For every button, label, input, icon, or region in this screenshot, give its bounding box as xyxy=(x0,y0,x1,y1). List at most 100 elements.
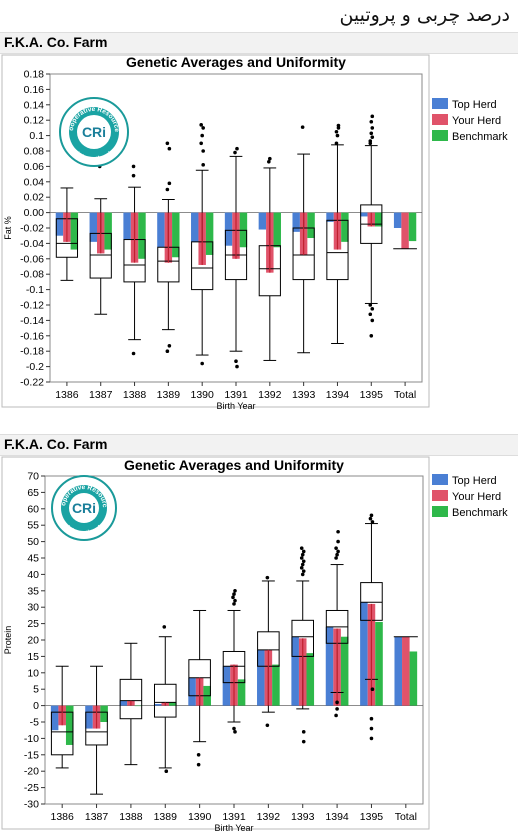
y-tick-label: 40 xyxy=(27,569,39,581)
legend-swatch xyxy=(432,506,448,517)
x-tick-label: 1391 xyxy=(222,811,246,823)
farm-header-bar xyxy=(0,32,518,54)
outlier-point xyxy=(370,318,375,323)
outlier-point xyxy=(368,303,373,307)
outlier-point xyxy=(370,114,375,119)
bar-top-herd xyxy=(292,212,300,232)
logo-inner-disc xyxy=(77,115,111,149)
outlier-point xyxy=(233,598,237,603)
bar-benchmark xyxy=(341,212,349,242)
y-tick-label: 45 xyxy=(27,553,39,565)
outlier-point xyxy=(234,359,238,364)
y-tick-label: -30 xyxy=(24,799,39,811)
bar-top-herd xyxy=(85,705,93,729)
outlier-point xyxy=(301,739,306,744)
y-tick-label: -0.22 xyxy=(20,377,44,389)
bar-top-herd xyxy=(393,212,402,228)
y-tick-label: -0.1 xyxy=(26,284,44,296)
bar-top-herd xyxy=(222,666,231,706)
bar-benchmark xyxy=(409,651,418,706)
legend-swatch xyxy=(432,130,448,141)
page-heading: درصد چربی و پروتیین xyxy=(339,4,510,26)
outlier-point xyxy=(201,126,205,130)
outlier-point xyxy=(369,736,374,741)
y-tick-label: 0.12 xyxy=(24,115,45,127)
outlier-point xyxy=(334,129,339,134)
y-tick-label: -0.14 xyxy=(20,315,44,327)
y-tick-label: 60 xyxy=(27,503,39,515)
bar-top-herd xyxy=(257,649,265,706)
box-iqr xyxy=(153,683,177,718)
outlier-point xyxy=(301,549,306,554)
outlier-point xyxy=(300,572,305,577)
outlier-point xyxy=(165,141,170,146)
outlier-point xyxy=(196,762,201,767)
y-tick-label: 0.14 xyxy=(24,99,45,111)
outlier-point xyxy=(336,549,340,554)
outlier-point xyxy=(268,156,272,161)
outlier-point xyxy=(301,569,306,573)
bar-benchmark xyxy=(408,212,417,242)
y-tick-label: 0.04 xyxy=(24,176,45,188)
outlier-point xyxy=(200,133,204,138)
y-tick-label: 0.02 xyxy=(24,192,45,204)
outlier-point xyxy=(231,595,235,600)
legend-label: Your Herd xyxy=(452,491,501,503)
outlier-point xyxy=(336,529,340,534)
y-tick-label: 0.00 xyxy=(24,207,45,219)
bar-benchmark xyxy=(172,212,180,258)
x-tick-label: 1389 xyxy=(154,811,178,823)
outlier-point xyxy=(336,539,340,544)
outlier-point xyxy=(299,546,304,550)
outlier-point xyxy=(334,556,338,560)
y-tick-label: 55 xyxy=(27,520,39,532)
y-tick-label: 25 xyxy=(27,618,39,630)
y-tick-label: -0.2 xyxy=(26,361,44,373)
outlier-point xyxy=(369,513,374,518)
bar-benchmark xyxy=(134,705,143,707)
y-tick-label: -0.04 xyxy=(20,238,44,250)
bar-benchmark xyxy=(273,212,281,248)
legend-label: Benchmark xyxy=(452,507,508,519)
x-tick-label: 1390 xyxy=(191,389,215,401)
bar-top-herd xyxy=(325,626,334,706)
bar-your-herd xyxy=(401,212,409,249)
outlier-point xyxy=(369,119,374,124)
y-tick-label: -20 xyxy=(24,766,39,778)
outlier-point xyxy=(167,344,172,348)
bar-top-herd xyxy=(153,703,162,706)
x-tick-label: 1393 xyxy=(292,389,316,401)
outlier-point xyxy=(164,769,169,773)
bar-top-herd xyxy=(50,705,59,731)
outlier-point xyxy=(368,312,373,317)
y-tick-label: 10 xyxy=(27,667,39,679)
outlier-point xyxy=(235,146,239,151)
y-tick-label: -5 xyxy=(30,717,39,729)
x-tick-label: 1387 xyxy=(85,811,109,823)
x-axis-label: Birth Year xyxy=(216,401,255,410)
outlier-point xyxy=(167,146,172,151)
fat-chart-panel: F.K.A. Co. Farm Genetic Averages and Uni… xyxy=(0,32,518,410)
y-tick-label: 35 xyxy=(27,585,39,597)
legend-label: Top Herd xyxy=(452,99,497,111)
bar-benchmark xyxy=(307,212,315,239)
x-tick-label: 1391 xyxy=(224,389,248,401)
outlier-point xyxy=(334,546,338,550)
legend-label: Your Herd xyxy=(452,115,501,127)
legend-swatch xyxy=(432,98,448,109)
outlier-point xyxy=(300,562,305,567)
y-tick-label: 0.06 xyxy=(24,161,45,173)
chart-title: Genetic Averages and Uniformity xyxy=(124,457,344,473)
y-tick-label: 15 xyxy=(27,651,39,663)
outlier-point xyxy=(201,163,205,167)
outlier-point xyxy=(131,173,136,178)
bar-benchmark xyxy=(169,702,177,706)
outlier-point xyxy=(165,349,170,354)
bar-benchmark xyxy=(100,705,108,722)
protein-chart: Genetic Averages and Uniformity -30 -25 -20… xyxy=(0,456,508,832)
outlier-point xyxy=(131,351,136,356)
x-tick-label: 1392 xyxy=(257,811,281,823)
x-tick-label: 1386 xyxy=(55,389,79,401)
x-axis-label: Birth Year xyxy=(214,823,253,832)
y-tick-label: 0.16 xyxy=(24,84,45,96)
